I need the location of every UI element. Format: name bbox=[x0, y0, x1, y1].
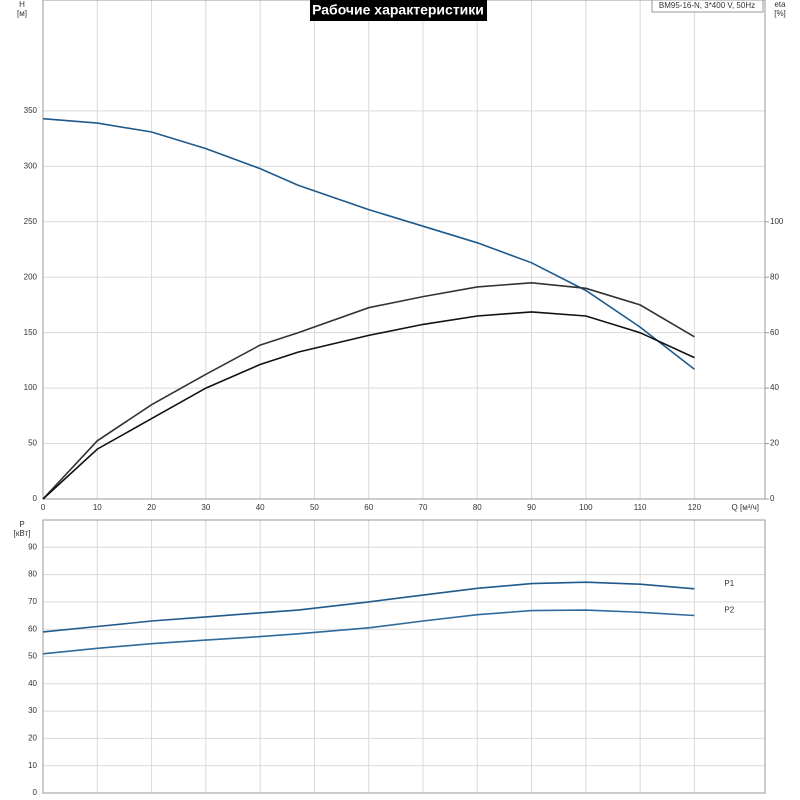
x-tick-label: 120 bbox=[688, 503, 702, 512]
y-tick-label: 0 bbox=[33, 788, 38, 797]
series-line bbox=[42, 281, 695, 500]
y-label: P bbox=[19, 520, 24, 529]
y-unit: [кВт] bbox=[14, 529, 31, 538]
y-tick-label: 10 bbox=[28, 761, 37, 770]
y2-tick-label: 60 bbox=[770, 328, 779, 337]
y-tick-label: 150 bbox=[24, 328, 38, 337]
y-tick-label: 40 bbox=[28, 679, 37, 688]
legend-text: BM95-16-N, 3*400 V, 50Hz bbox=[659, 1, 755, 10]
y-tick-label: 90 bbox=[28, 542, 37, 551]
y2-label: eta bbox=[774, 0, 786, 9]
x-tick-label: 30 bbox=[201, 503, 210, 512]
chart-title: Рабочие характеристики bbox=[312, 2, 484, 18]
x-tick-label: 40 bbox=[256, 503, 265, 512]
y-tick-label: 50 bbox=[28, 652, 37, 661]
x-tick-label: 70 bbox=[419, 503, 428, 512]
x-tick-label: 80 bbox=[473, 503, 482, 512]
y2-tick-label: 100 bbox=[770, 217, 784, 226]
x-tick-label: 20 bbox=[147, 503, 156, 512]
y2-tick-label: 20 bbox=[770, 439, 779, 448]
y2-tick-label: 40 bbox=[770, 383, 779, 392]
plot-frame bbox=[42, 519, 766, 794]
y-tick-label: 60 bbox=[28, 624, 37, 633]
x-tick-label: 10 bbox=[93, 503, 102, 512]
y-tick-label: 250 bbox=[24, 217, 38, 226]
series-line bbox=[42, 581, 695, 633]
series-line bbox=[42, 311, 695, 500]
y-tick-label: 0 bbox=[33, 494, 38, 503]
y-tick-label: 200 bbox=[24, 272, 38, 281]
title-box bbox=[310, 0, 487, 21]
series-label: P2 bbox=[724, 606, 734, 615]
x-tick-label: 110 bbox=[634, 503, 647, 512]
y2-tick-label: 80 bbox=[770, 272, 779, 281]
y-tick-label: 20 bbox=[28, 734, 37, 743]
y-tick-label: 30 bbox=[28, 706, 37, 715]
series-line bbox=[42, 117, 695, 370]
y-tick-label: 80 bbox=[28, 570, 37, 579]
y-tick-label: 300 bbox=[24, 161, 38, 170]
x-tick-label: 100 bbox=[579, 503, 593, 512]
y2-tick-label: 0 bbox=[770, 494, 775, 503]
x-tick-label: 90 bbox=[527, 503, 536, 512]
y-unit: [м] bbox=[17, 9, 27, 18]
y-label: H bbox=[19, 0, 25, 9]
series-label: P1 bbox=[724, 579, 734, 588]
x-tick-label: 60 bbox=[364, 503, 373, 512]
x-tick-label: 50 bbox=[310, 503, 319, 512]
y-tick-label: 100 bbox=[24, 383, 38, 392]
plot-frame bbox=[42, 0, 766, 500]
series-line bbox=[42, 609, 695, 655]
y2-unit: [%] bbox=[774, 9, 786, 18]
legend-box bbox=[651, 0, 764, 13]
y-tick-label: 350 bbox=[24, 106, 38, 115]
x-tick-label: 0 bbox=[41, 503, 46, 512]
y-tick-label: 50 bbox=[28, 439, 37, 448]
y-tick-label: 70 bbox=[28, 597, 37, 606]
x-label: Q [м³/ч] bbox=[732, 503, 759, 512]
